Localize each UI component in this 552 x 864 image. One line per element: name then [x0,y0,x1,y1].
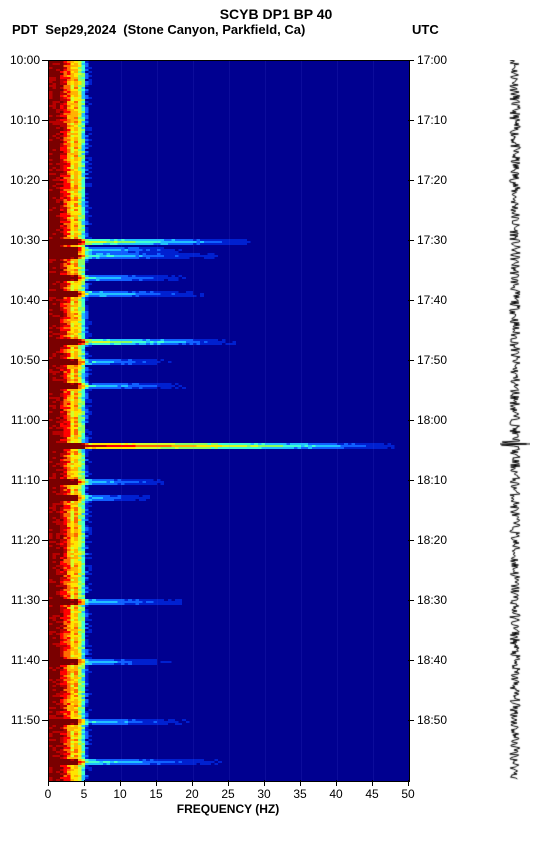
y-right-tick [408,300,414,301]
x-tick [228,780,229,786]
y-right-tick-label: 18:20 [417,533,447,547]
y-right-tick-label: 18:40 [417,653,447,667]
waveform-canvas [500,60,530,780]
gridline [229,61,230,781]
x-tick [336,780,337,786]
gridline [301,61,302,781]
y-right-tick-label: 18:30 [417,593,447,607]
y-left-tick-label: 11:10 [0,473,40,487]
y-right-tick [408,480,414,481]
y-left-tick-label: 11:30 [0,593,40,607]
y-right-tick-label: 18:10 [417,473,447,487]
x-tick [372,780,373,786]
y-right-tick [408,180,414,181]
y-left-tick-label: 10:50 [0,353,40,367]
y-right-tick [408,360,414,361]
y-right-tick [408,240,414,241]
gridline [157,61,158,781]
x-tick-label: 30 [257,787,270,801]
x-tick [84,780,85,786]
x-tick-label: 25 [221,787,234,801]
x-tick-label: 45 [365,787,378,801]
y-right-tick [408,420,414,421]
gridline [265,61,266,781]
y-right-tick-label: 17:00 [417,53,447,67]
x-tick-label: 15 [149,787,162,801]
x-tick [300,780,301,786]
x-tick-label: 10 [113,787,126,801]
x-tick [192,780,193,786]
y-right-tick-label: 17:40 [417,293,447,307]
y-right-tick [408,60,414,61]
x-tick-label: 20 [185,787,198,801]
subtitle-utc: UTC [412,22,439,37]
x-tick [156,780,157,786]
x-tick-label: 0 [45,787,52,801]
y-right-tick-label: 18:00 [417,413,447,427]
y-right-tick [408,660,414,661]
figure: SCYB DP1 BP 40 PDT Sep29,2024 (Stone Can… [0,0,552,864]
y-left-tick-label: 11:20 [0,533,40,547]
y-right-tick-label: 17:30 [417,233,447,247]
x-tick [120,780,121,786]
y-left-tick-label: 11:40 [0,653,40,667]
y-right-tick-label: 18:50 [417,713,447,727]
x-axis-label: FREQUENCY (HZ) [177,802,279,816]
gridline [337,61,338,781]
x-tick [48,780,49,786]
gridline [121,61,122,781]
y-right-tick [408,540,414,541]
y-left-tick-label: 10:10 [0,113,40,127]
x-tick-label: 35 [293,787,306,801]
y-axis-right: 17:0017:1017:2017:3017:4017:5018:0018:10… [408,60,468,780]
figure-title: SCYB DP1 BP 40 [220,6,333,22]
y-axis-left: 10:0010:1010:2010:3010:4010:5011:0011:10… [0,60,48,780]
x-tick-label: 5 [81,787,88,801]
x-tick-label: 50 [401,787,414,801]
y-left-tick-label: 11:00 [0,413,40,427]
y-right-tick [408,720,414,721]
subtitle-left: PDT Sep29,2024 (Stone Canyon, Parkfield,… [12,22,305,37]
gridline [85,61,86,781]
y-right-tick-label: 17:50 [417,353,447,367]
x-tick-label: 40 [329,787,342,801]
gridline [373,61,374,781]
x-tick [408,780,409,786]
y-left-tick-label: 10:30 [0,233,40,247]
x-tick [264,780,265,786]
y-right-tick [408,120,414,121]
y-right-tick-label: 17:20 [417,173,447,187]
y-right-tick [408,600,414,601]
y-left-tick-label: 11:50 [0,713,40,727]
waveform-panel [500,60,530,780]
y-left-tick-label: 10:40 [0,293,40,307]
gridline [193,61,194,781]
y-left-tick-label: 10:20 [0,173,40,187]
y-right-tick-label: 17:10 [417,113,447,127]
y-left-tick-label: 10:00 [0,53,40,67]
spectrogram-plot [48,60,410,782]
